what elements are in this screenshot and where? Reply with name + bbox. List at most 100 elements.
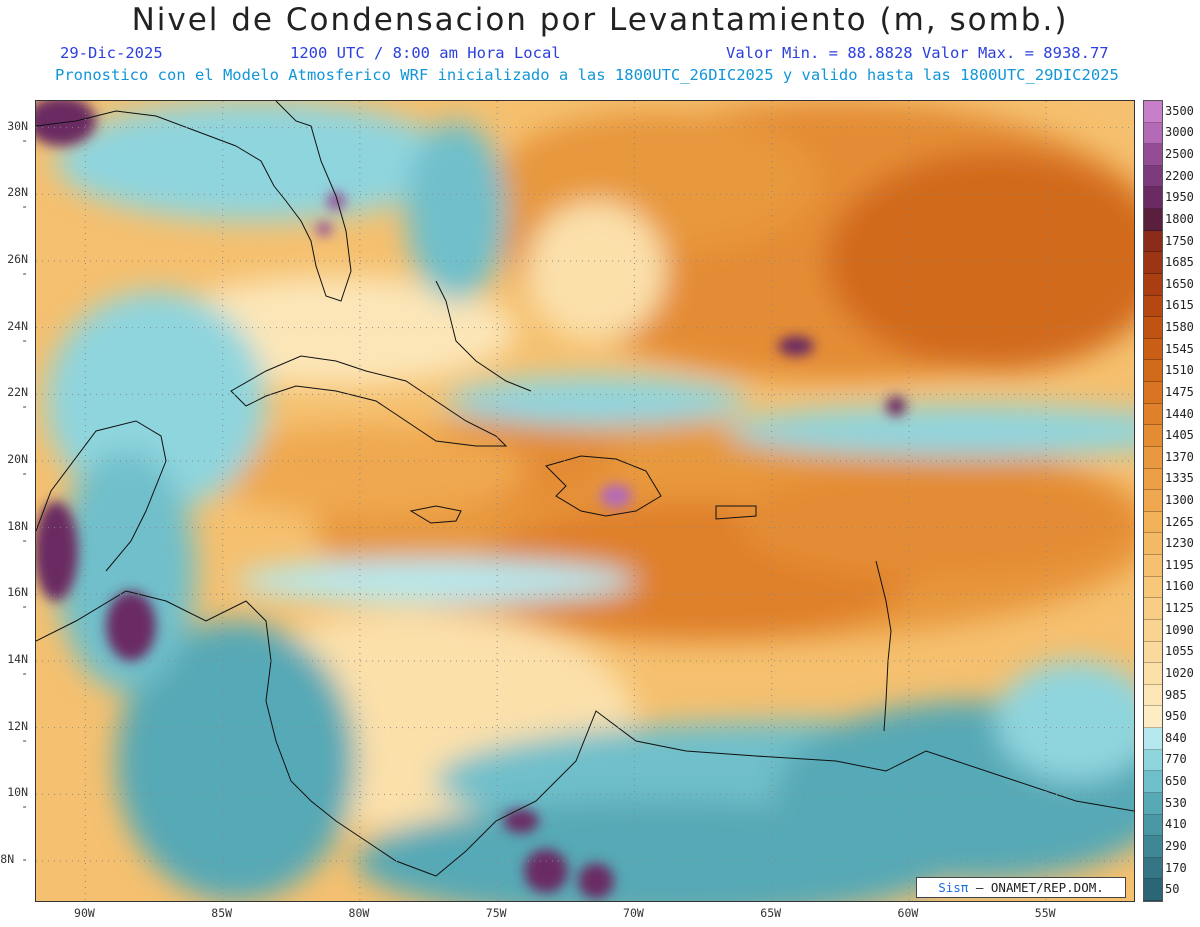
colorbar-label: 1650 <box>1165 276 1194 291</box>
colorbar-label: 1370 <box>1165 449 1194 464</box>
colorbar-swatch <box>1144 252 1162 274</box>
colorbar-label: 1800 <box>1165 211 1194 226</box>
colorbar-swatch <box>1144 403 1162 426</box>
colorbar-label: 1195 <box>1165 557 1194 572</box>
colorbar-label: 3500 <box>1165 103 1194 118</box>
colorbar-swatch <box>1144 425 1162 447</box>
colorbar-swatch <box>1144 273 1162 296</box>
lat-label: 26N - <box>7 252 28 280</box>
colorbar-swatch <box>1144 122 1162 145</box>
colorbar-label: 530 <box>1165 795 1187 810</box>
colorbar-label: 1615 <box>1165 298 1194 313</box>
bahamas <box>435 280 532 392</box>
lon-label: 65W <box>760 906 782 920</box>
lon-label: 75W <box>485 906 507 920</box>
colorbar-swatch <box>1144 511 1162 534</box>
colorbar-label: 1090 <box>1165 622 1194 637</box>
south-america-coast <box>435 710 1134 877</box>
colorbar-label: 1440 <box>1165 406 1194 421</box>
colorbar-swatch <box>1144 879 1162 901</box>
cuba-coast <box>230 355 508 447</box>
graticule <box>36 101 1134 901</box>
colorbar-label: 1685 <box>1165 255 1194 270</box>
colorbar-swatch <box>1144 101 1162 123</box>
colorbar-swatch <box>1144 468 1162 491</box>
forecast-map[interactable] <box>35 100 1135 902</box>
lat-label: 24N - <box>7 318 28 347</box>
lon-label: 80W <box>348 906 370 920</box>
colorbar-label: 1300 <box>1165 493 1194 507</box>
colorbar-swatch <box>1144 230 1162 253</box>
map-title: Nivel de Condensacion por Levantamiento … <box>131 2 1069 38</box>
colorbar-label: 1335 <box>1165 471 1194 486</box>
lon-label: 60W <box>897 906 919 920</box>
colorbar-swatch <box>1144 728 1162 750</box>
lat-label: 12N - <box>7 718 28 747</box>
colorbar-label: 985 <box>1165 687 1187 702</box>
lat-label: 10N - <box>7 785 28 814</box>
lon-label: 70W <box>623 906 644 920</box>
colorbar-swatch <box>1144 814 1162 837</box>
colorbar-label: 290 <box>1165 838 1187 853</box>
colorbar-swatch <box>1144 684 1162 707</box>
colorbar-swatch <box>1144 295 1162 318</box>
colorbar-swatch <box>1144 446 1162 469</box>
colorbar-swatch <box>1144 533 1162 556</box>
colorbar-swatch <box>1144 857 1162 880</box>
central-america-coast <box>36 590 437 877</box>
colorbar-label: 1020 <box>1165 665 1194 680</box>
yucatan-coast <box>36 420 167 572</box>
colorbar-label: 1580 <box>1165 320 1194 335</box>
colorbar-label: 170 <box>1165 860 1187 875</box>
colorbar-swatch <box>1144 360 1162 383</box>
colorbar-swatch <box>1144 771 1162 793</box>
colorbar-label: 1950 <box>1165 190 1194 205</box>
gulf-coast <box>36 110 237 147</box>
colorbar-label: 1265 <box>1165 514 1194 529</box>
lon-label: 85W <box>211 906 233 920</box>
colorbar-swatch <box>1144 490 1162 512</box>
colorbar-swatch <box>1144 598 1162 620</box>
colorbar-label: 1055 <box>1165 644 1194 659</box>
colorbar-label: 650 <box>1165 774 1187 789</box>
colorbar <box>1143 100 1163 902</box>
colorbar-swatch <box>1144 382 1162 404</box>
lat-label: 22N - <box>7 385 28 414</box>
colorbar-label: 1545 <box>1165 341 1194 356</box>
colorbar-swatch <box>1144 165 1162 188</box>
map-canvas <box>36 101 1134 901</box>
model-run-info: Pronostico con el Modelo Atmosferico WRF… <box>55 66 1119 84</box>
lat-label: 18N - <box>7 518 28 547</box>
colorbar-swatch <box>1144 749 1162 772</box>
colorbar-swatch <box>1144 555 1162 577</box>
jamaica-coast <box>409 505 462 524</box>
credit-text: – ONAMET/REP.DOM. <box>975 880 1104 895</box>
colorbar-label: 2200 <box>1165 168 1194 183</box>
colorbar-swatch <box>1144 706 1162 728</box>
lat-label: 8N - <box>0 852 28 866</box>
high-value-cells <box>36 101 906 899</box>
colorbar-label: 1405 <box>1165 428 1194 443</box>
colorbar-label: 950 <box>1165 709 1187 724</box>
lon-label: 55W <box>1034 906 1056 920</box>
colorbar-swatch <box>1144 338 1162 361</box>
lon-label: 90W <box>74 906 95 920</box>
lat-label: 20N - <box>7 452 28 480</box>
lesser-antilles <box>875 560 892 732</box>
lat-label: 28N - <box>7 185 28 214</box>
credit-box: Sisπ – ONAMET/REP.DOM. <box>916 877 1126 898</box>
colorbar-label: 50 <box>1165 882 1180 897</box>
florida-coast <box>235 101 352 302</box>
coastlines <box>36 101 1134 877</box>
colorbar-label: 1475 <box>1165 384 1194 399</box>
colorbar-label: 1510 <box>1165 363 1194 378</box>
colorbar-label: 840 <box>1165 730 1187 745</box>
colorbar-label: 410 <box>1165 817 1187 832</box>
colorbar-label: 2500 <box>1165 147 1194 162</box>
colorbar-label: 1125 <box>1165 601 1194 616</box>
colorbar-swatch <box>1144 619 1162 642</box>
colorbar-label: 1750 <box>1165 233 1194 248</box>
colorbar-swatch <box>1144 317 1162 339</box>
forecast-time: 1200 UTC / 8:00 am Hora Local <box>290 44 561 62</box>
colorbar-swatch <box>1144 792 1162 815</box>
